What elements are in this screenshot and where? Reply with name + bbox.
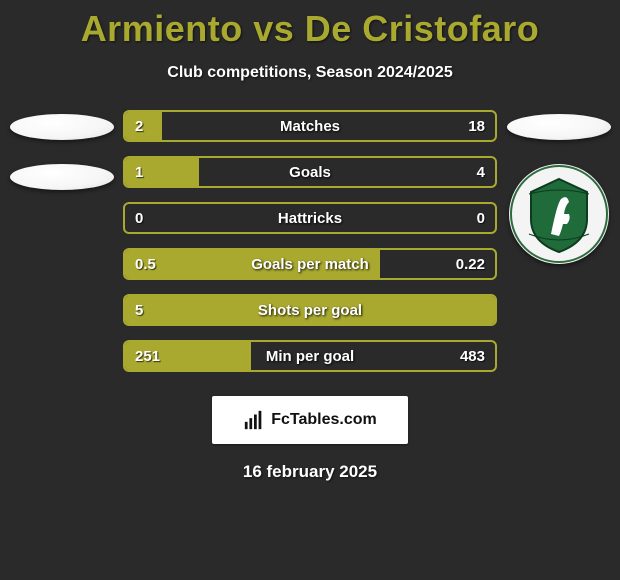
stat-bar-fill	[125, 250, 380, 278]
stat-left-value: 0.5	[135, 250, 156, 278]
page-subtitle: Club competitions, Season 2024/2025	[167, 64, 452, 82]
left-player-col	[4, 110, 119, 372]
stat-right-value: 0	[477, 204, 485, 232]
stat-right-value: 4	[477, 158, 485, 186]
stats-column: 218Matches14Goals00Hattricks0.50.22Goals…	[119, 110, 501, 372]
stat-bar: 251483Min per goal	[123, 340, 497, 372]
stat-bar: 5Shots per goal	[123, 294, 497, 326]
stat-right-value: 483	[460, 342, 485, 370]
club-badge-avellino	[509, 164, 609, 264]
stat-bar: 0 0Hattricks	[123, 202, 497, 234]
stat-bar: 2 18Matches	[123, 110, 497, 142]
player-badge-placeholder	[507, 114, 611, 140]
main-row: 218Matches14Goals00Hattricks0.50.22Goals…	[0, 110, 620, 372]
page-title: Armiento vs De Cristofaro	[81, 8, 540, 50]
chart-bars-icon	[243, 409, 265, 431]
player-badge-placeholder	[10, 114, 114, 140]
stat-label: Matches	[125, 112, 495, 140]
stat-bar-fill	[125, 296, 495, 324]
stat-bar: 0.50.22Goals per match	[123, 248, 497, 280]
stat-left-value: 2	[135, 112, 143, 140]
stat-right-value: 18	[468, 112, 485, 140]
stat-left-value: 0	[135, 204, 143, 232]
stat-bar-fill	[125, 112, 162, 140]
stat-label: Hattricks	[125, 204, 495, 232]
stat-left-value: 5	[135, 296, 143, 324]
fctables-badge: FcTables.com	[212, 396, 408, 444]
stat-left-value: 251	[135, 342, 160, 370]
right-player-col	[501, 110, 616, 372]
stat-bar: 14Goals	[123, 156, 497, 188]
shield-icon	[509, 164, 609, 264]
stat-right-value: 0.22	[456, 250, 485, 278]
snapshot-date: 16 february 2025	[243, 462, 377, 482]
club-badge-placeholder	[10, 164, 114, 190]
stat-left-value: 1	[135, 158, 143, 186]
fctables-label: FcTables.com	[271, 411, 377, 429]
